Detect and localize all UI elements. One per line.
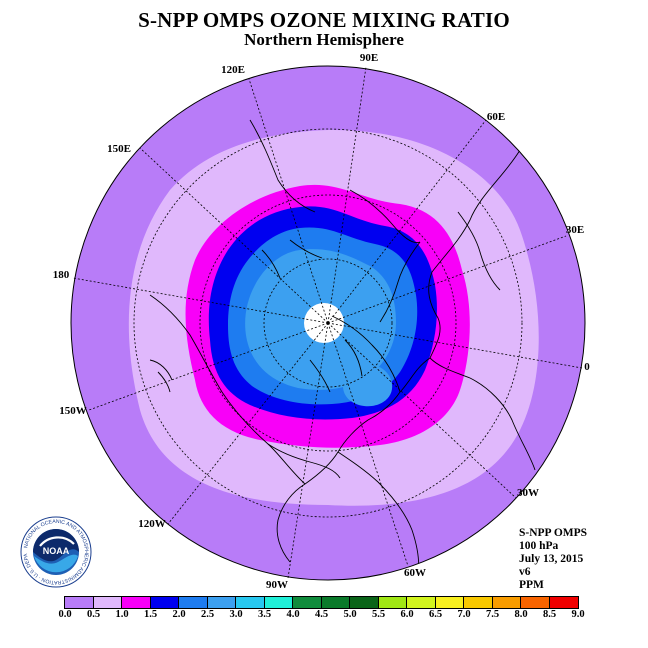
legend-tick-label: 6.0 (400, 609, 414, 620)
color-legend-ticks: 0.0 0.5 1.0 1.5 2.0 2.5 3.0 3.5 4.0 4.5 5.0 5.5 6.0 6… (0, 609, 648, 625)
legend-swatch (65, 597, 94, 608)
legend-tick-label: 1.5 (143, 609, 158, 620)
legend-tick-label: 8.5 (542, 609, 557, 620)
legend-tick-label: 6.5 (428, 609, 443, 620)
legend-tick-label: 7.0 (457, 609, 471, 620)
legend-tick-label: 4.5 (314, 609, 329, 620)
legend-tick-label: 5.5 (371, 609, 386, 620)
legend-swatch (264, 597, 293, 608)
graticule (72, 66, 583, 579)
map-border (70, 65, 586, 581)
legend-swatch (435, 597, 464, 608)
info-level: 100 hPa (519, 540, 559, 552)
legend-tick-label: 7.5 (485, 609, 500, 620)
info-units: PPM (519, 579, 544, 591)
lon-label-30e: 30E (566, 224, 584, 236)
lon-label-60w: 60W (404, 567, 426, 579)
lon-label-30w: 30W (517, 487, 539, 499)
legend-tick-label: 9.0 (571, 609, 585, 620)
legend-tick-label: 5.0 (343, 609, 357, 620)
legend-tick-label: 1.0 (115, 609, 129, 620)
legend-swatch (378, 597, 407, 608)
legend-swatch (179, 597, 208, 608)
legend-swatch (350, 597, 379, 608)
lon-label-0: 0 (584, 361, 590, 373)
lon-label-90w: 90W (266, 579, 288, 591)
info-version: v6 (519, 566, 531, 578)
lon-label-180: 180 (53, 269, 70, 281)
legend-tick-label: 3.0 (229, 609, 243, 620)
legend-tick-label: 3.5 (257, 609, 272, 620)
legend-swatch (549, 597, 578, 608)
lon-label-60e: 60E (487, 111, 505, 123)
legend-swatch (321, 597, 350, 608)
legend-tick-label: 8.0 (514, 609, 528, 620)
legend-swatch (293, 597, 322, 608)
legend-swatch (150, 597, 179, 608)
light-blue-patch (342, 363, 393, 407)
lon-label-120w: 120W (138, 518, 166, 530)
legend-swatch (236, 597, 265, 608)
polar-data-gap (304, 303, 344, 343)
page-subtitle: Northern Hemisphere (244, 30, 404, 49)
color-legend-bar (64, 596, 579, 609)
noaa-logo: NATIONAL OCEANIC AND ATMOSPHERIC ADMINIS… (20, 516, 92, 588)
lon-label-150w: 150W (59, 405, 87, 417)
lon-label-90e: 90E (360, 52, 378, 64)
legend-swatch (93, 597, 122, 608)
legend-swatch (407, 597, 436, 608)
legend-swatch (521, 597, 550, 608)
page-title: S-NPP OMPS OZONE MIXING RATIO (138, 8, 510, 32)
info-block: S-NPP OMPS 100 hPa July 13, 2015 v6 PPM (519, 527, 587, 592)
legend-tick-label: 0.5 (86, 609, 101, 620)
info-instrument: S-NPP OMPS (519, 527, 588, 539)
lon-label-150e: 150E (107, 143, 131, 155)
legend-swatch (122, 597, 151, 608)
info-date: July 13, 2015 (519, 553, 584, 565)
legend-tick-label: 2.5 (200, 609, 215, 620)
legend-tick-label: 2.0 (172, 609, 186, 620)
legend-swatch (207, 597, 236, 608)
coastlines (149, 119, 536, 576)
legend-tick-label: 0.0 (58, 609, 72, 620)
legend-swatch (492, 597, 521, 608)
lon-label-120e: 120E (221, 64, 245, 76)
legend-tick-label: 4.0 (286, 609, 300, 620)
legend-swatch (464, 597, 493, 608)
logo-text: NOAA (43, 546, 70, 556)
